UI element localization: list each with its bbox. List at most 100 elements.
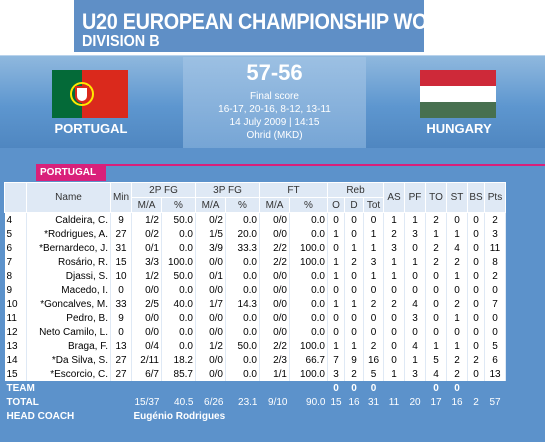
player-bs: 0 — [467, 367, 485, 381]
player-rows: 4 Caldeira, C. 9 1/2 50.0 0/2 0.0 0/0 0.0 0 0 0 1 1 2 0… — [4, 212, 506, 381]
player-2p-pct: 40.0 — [161, 297, 196, 311]
player-reb-d: 0 — [344, 269, 364, 283]
player-reb-d: 1 — [344, 241, 364, 255]
score-box — [183, 57, 366, 148]
tab-portugal[interactable]: PORTUGAL — [36, 164, 106, 181]
total-ft-ma: 9/10 — [259, 395, 290, 409]
final-score: 57-56 — [246, 60, 303, 85]
player-pts: 6 — [484, 353, 506, 367]
player-min: 15 — [110, 255, 132, 269]
player-3p-pct: 0.0 — [225, 255, 260, 269]
table-row: 13 Braga, F. 13 0/4 0.0 1/2 50.0 2/2 100.0 1 1 2 0 4 1… — [4, 339, 506, 353]
player-ft-ma: 0/0 — [259, 283, 290, 297]
player-2p-pct: 0.0 — [161, 339, 196, 353]
player-as: 0 — [383, 325, 405, 339]
player-min: 10 — [110, 269, 132, 283]
player-ft-pct: 100.0 — [289, 367, 328, 381]
player-pf: 1 — [404, 353, 426, 367]
player-pf: 3 — [404, 227, 426, 241]
player-2p-ma: 0/0 — [131, 311, 162, 325]
table-row: 7 Rosário, R. 15 3/3 100.0 0/0 0.0 2/2 100.0 1 2 3 1… — [4, 255, 506, 269]
player-2p-pct: 0.0 — [161, 325, 196, 339]
player-ft-pct: 0.0 — [289, 269, 328, 283]
player-pf: 3 — [404, 367, 426, 381]
player-as: 1 — [383, 212, 405, 227]
player-3p-ma: 0/0 — [195, 353, 226, 367]
player-reb-tot: 0 — [363, 325, 384, 339]
player-3p-ma: 0/1 — [195, 269, 226, 283]
player-name: Caldeira, C. — [26, 212, 111, 227]
coach-name: Eugénio Rodrigues — [131, 409, 506, 423]
player-pts: 0 — [484, 283, 506, 297]
player-st: 0 — [446, 283, 468, 297]
player-number: 5 — [4, 227, 27, 241]
player-pts: 3 — [484, 227, 506, 241]
player-reb-d: 0 — [344, 311, 364, 325]
col-3p-pct: % — [225, 197, 260, 213]
player-ft-pct: 0.0 — [289, 227, 328, 241]
quarter-scores: 16-17, 20-16, 8-12, 13-11 — [218, 104, 331, 115]
event-banner: U20 EUROPEAN CHAMPIONSHIP WOMEN DIVISION… — [74, 0, 471, 52]
player-ft-pct: 0.0 — [289, 311, 328, 325]
tab-underline — [36, 164, 545, 166]
total-row: TOTAL 15/37 40.5 6/26 23.1 9/10 90.0 15 … — [4, 395, 506, 409]
hungary-flag-icon — [420, 70, 496, 118]
player-2p-pct: 0.0 — [161, 311, 196, 325]
col-ft-pct: % — [289, 197, 328, 213]
player-bs: 0 — [467, 269, 485, 283]
col-reb-d: D — [344, 197, 364, 213]
player-name: Pedro, B. — [26, 311, 111, 325]
player-3p-ma: 0/2 — [195, 212, 226, 227]
player-pf: 0 — [404, 269, 426, 283]
player-bs: 0 — [467, 297, 485, 311]
team-reb-tot: 0 — [363, 381, 384, 395]
player-as: 2 — [383, 297, 405, 311]
col-reb-o: O — [327, 197, 345, 213]
col-pf: PF — [404, 182, 426, 213]
table-row: 6 *Bernardeco, J. 31 0/1 0.0 3/9 33.3 2/2 100.0 0… — [4, 241, 506, 255]
total-reb-tot: 31 — [363, 395, 384, 409]
coach-label: HEAD COACH — [4, 409, 132, 423]
game-venue: Ohrid (MKD) — [246, 130, 303, 141]
player-reb-tot: 0 — [363, 212, 384, 227]
player-ft-pct: 0.0 — [289, 283, 328, 297]
player-name: *Da Silva, S. — [26, 353, 111, 367]
player-min: 33 — [110, 297, 132, 311]
player-3p-pct: 0.0 — [225, 367, 260, 381]
player-ft-pct: 0.0 — [289, 325, 328, 339]
player-number: 6 — [4, 241, 27, 255]
total-3p-pct: 23.1 — [225, 395, 260, 409]
player-ft-ma: 0/0 — [259, 297, 290, 311]
player-bs: 0 — [467, 325, 485, 339]
col-ft: FT — [259, 182, 328, 198]
player-pf: 4 — [404, 339, 426, 353]
player-min: 27 — [110, 227, 132, 241]
player-reb-o: 0 — [327, 241, 345, 255]
table-row: 9 Macedo, I. 0 0/0 0.0 0/0 0.0 0/0 0.0 0 0 0 0 0 0 0 0 0 — [4, 283, 506, 297]
table-row: 11 Pedro, B. 9 0/0 0.0 0/0 0.0 0/0 0.0 0 0 0 0 3 0 1 0 0 — [4, 311, 506, 325]
player-min: 0 — [110, 283, 132, 297]
player-pts: 7 — [484, 297, 506, 311]
player-bs: 0 — [467, 255, 485, 269]
col-min: Min — [110, 182, 132, 213]
total-ft-pct: 90.0 — [289, 395, 328, 409]
player-pf: 0 — [404, 325, 426, 339]
player-2p-ma: 1/2 — [131, 269, 162, 283]
player-reb-d: 2 — [344, 255, 364, 269]
player-reb-tot: 0 — [363, 311, 384, 325]
player-as: 1 — [383, 269, 405, 283]
player-reb-o: 7 — [327, 353, 345, 367]
player-3p-ma: 3/9 — [195, 241, 226, 255]
player-pf: 4 — [404, 297, 426, 311]
total-3p-ma: 6/26 — [195, 395, 226, 409]
player-st: 2 — [446, 353, 468, 367]
player-pts: 5 — [484, 339, 506, 353]
player-as: 1 — [383, 367, 405, 381]
player-2p-ma: 0/2 — [131, 227, 162, 241]
player-st: 0 — [446, 325, 468, 339]
total-as: 11 — [383, 395, 405, 409]
player-min: 0 — [110, 325, 132, 339]
col-2p-ma: M/A — [131, 197, 162, 213]
player-to: 0 — [425, 283, 447, 297]
total-reb-d: 16 — [344, 395, 364, 409]
